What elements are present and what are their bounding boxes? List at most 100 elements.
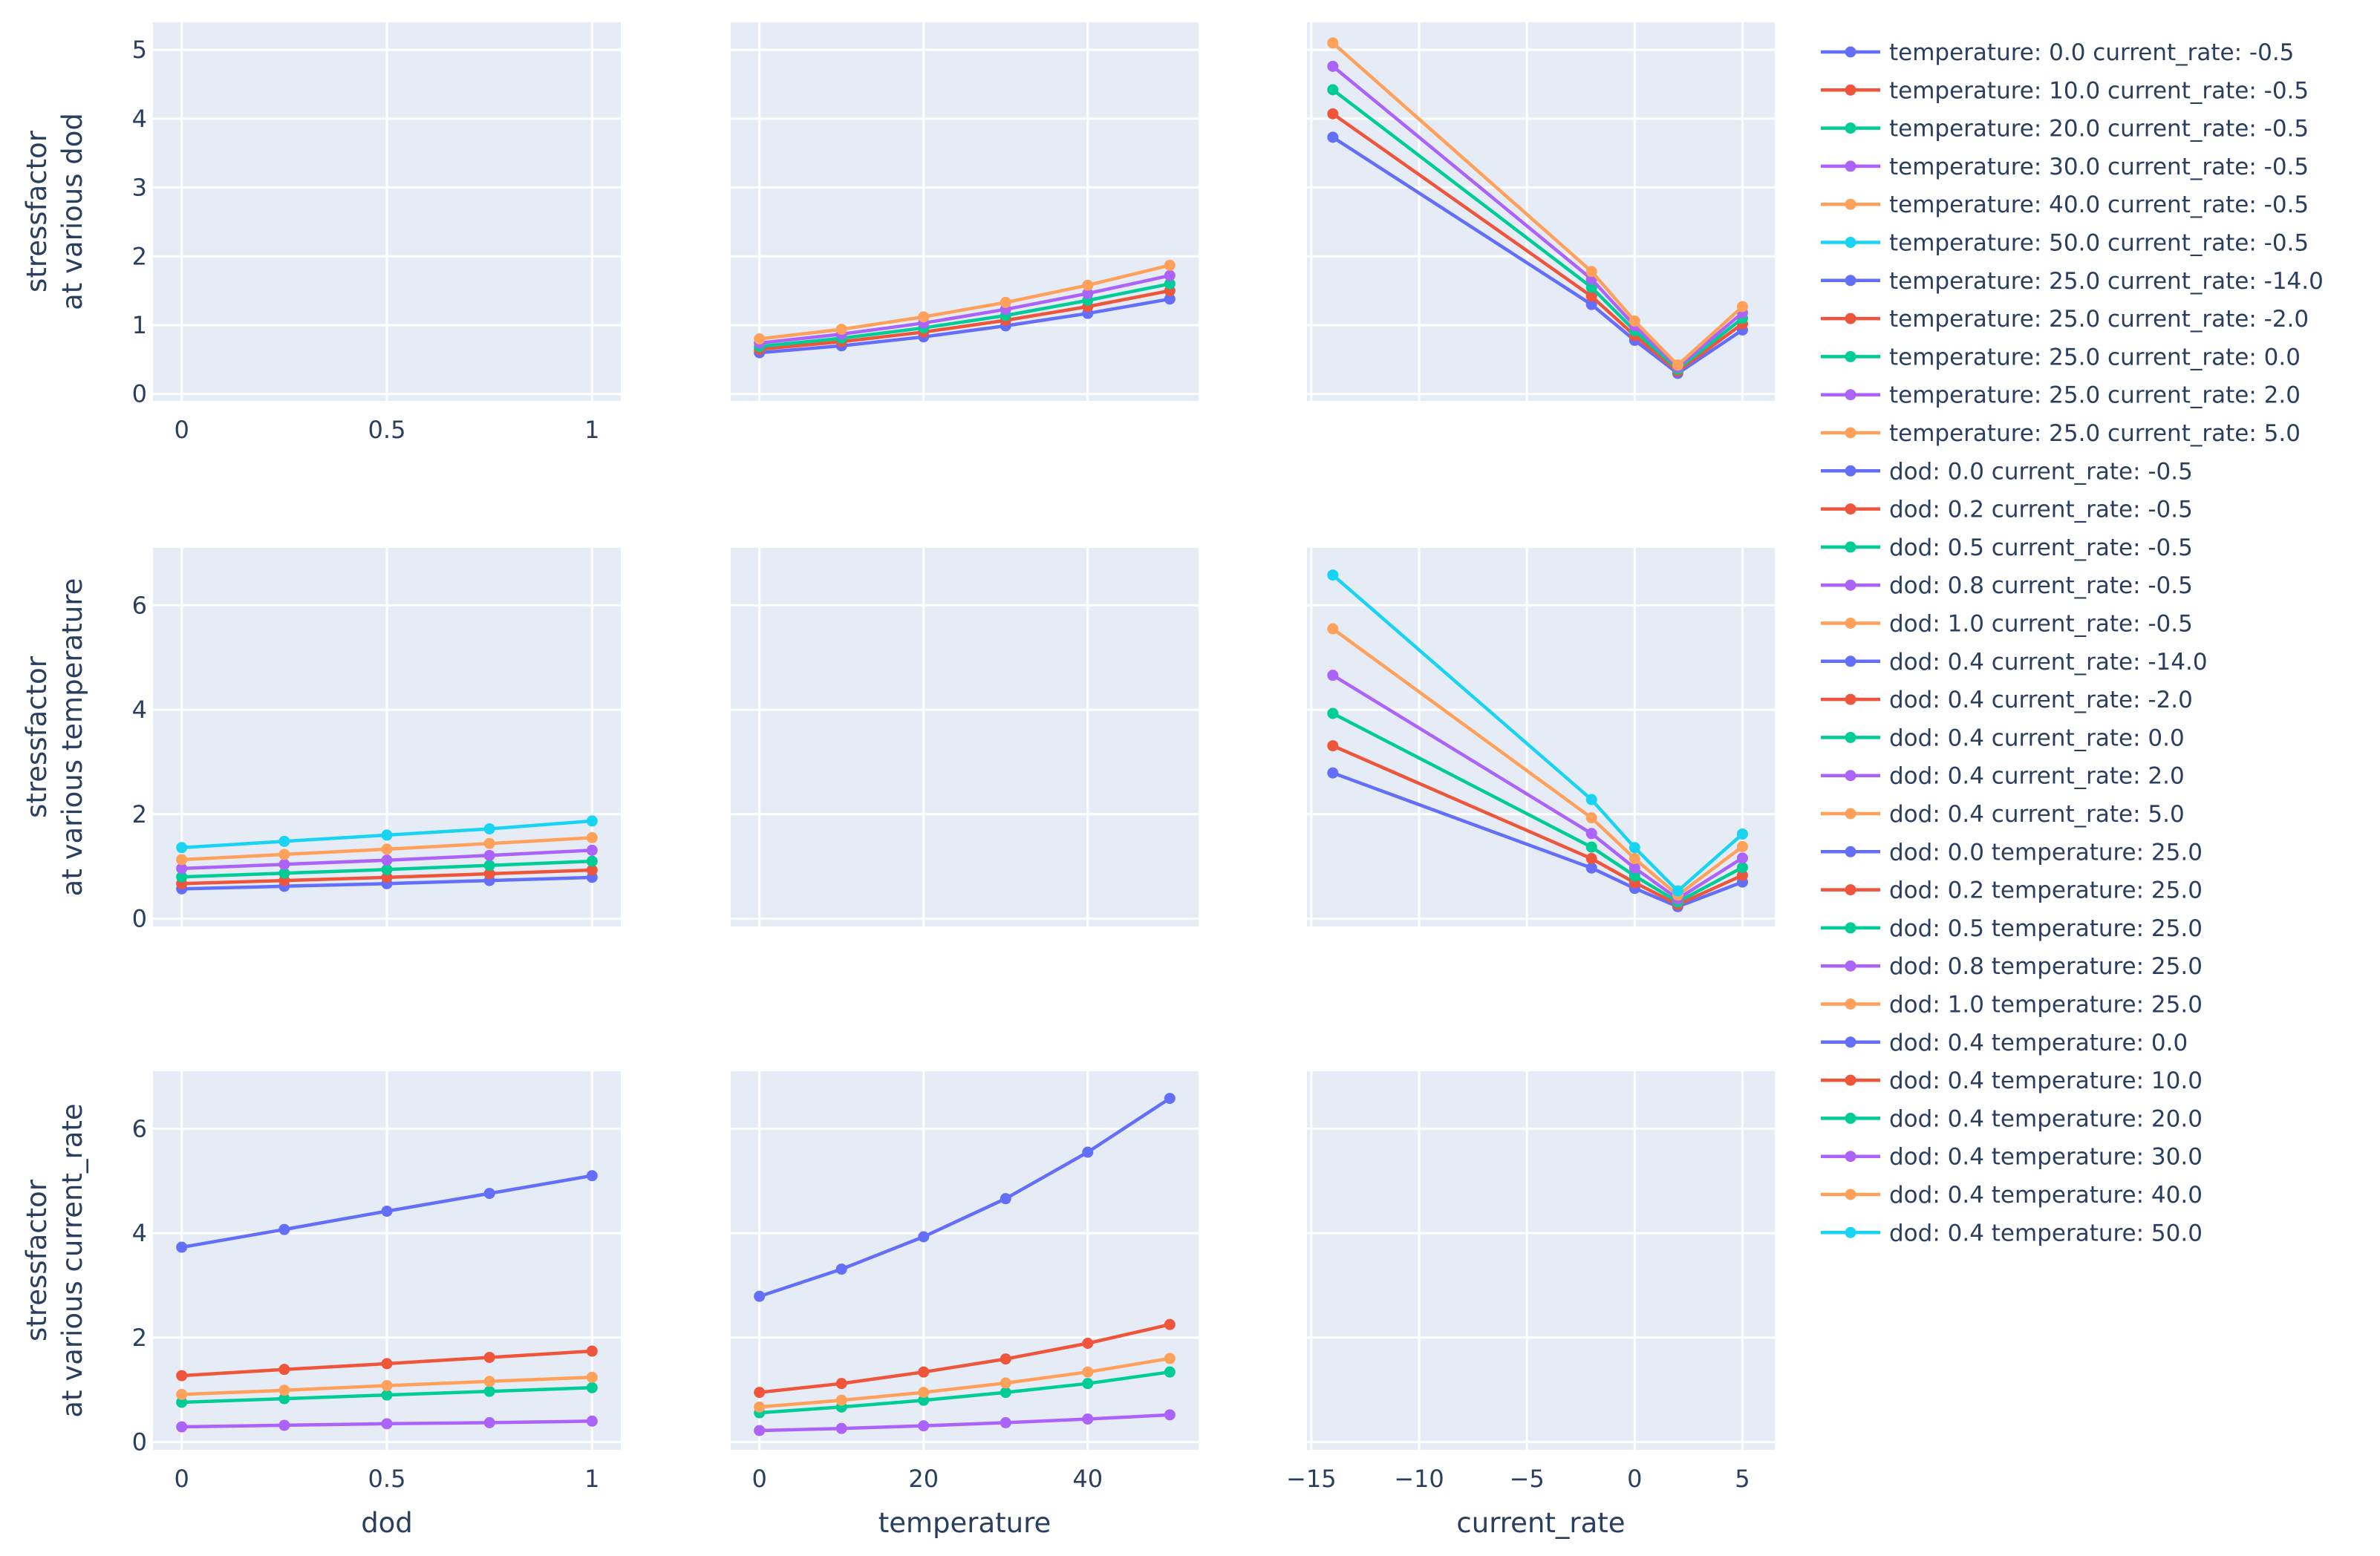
data-point[interactable]: [381, 843, 393, 855]
data-point[interactable]: [1585, 853, 1597, 865]
data-point[interactable]: [176, 842, 188, 854]
data-point[interactable]: [835, 1264, 847, 1275]
data-point[interactable]: [176, 863, 188, 875]
data-point[interactable]: [835, 1394, 847, 1406]
data-point[interactable]: [1327, 60, 1339, 72]
data-point[interactable]: [1585, 290, 1597, 302]
data-point[interactable]: [381, 1389, 393, 1401]
data-point[interactable]: [586, 1345, 598, 1357]
data-point[interactable]: [483, 1376, 495, 1387]
legend-item[interactable]: dod: 1.0 temperature: 25.0: [1821, 992, 2203, 1019]
data-point[interactable]: [1628, 315, 1640, 327]
plot-area-row2-col2[interactable]: [731, 548, 1199, 926]
subplot-row2-col1[interactable]: 0 2 4 6: [132, 548, 621, 932]
subplot-row1-col2[interactable]: [731, 22, 1199, 401]
data-point[interactable]: [1327, 623, 1339, 635]
data-point[interactable]: [586, 831, 598, 843]
legend-item[interactable]: dod: 0.8 current_rate: -0.5: [1821, 572, 2193, 599]
legend-item[interactable]: temperature: 0.0 current_rate: -0.5: [1821, 39, 2294, 66]
data-point[interactable]: [1164, 293, 1176, 305]
series-dod-0.4-temperature-50.0[interactable]: [1327, 569, 1748, 897]
series-dod-0.4-current-rate-2.0[interactable]: [754, 1409, 1176, 1436]
data-point[interactable]: [381, 829, 393, 841]
series-line[interactable]: [759, 1356, 1170, 1409]
data-point[interactable]: [176, 854, 188, 866]
data-point[interactable]: [1672, 359, 1683, 371]
series-dod-0.4-current-rate--14.0[interactable]: [754, 1093, 1176, 1302]
data-point[interactable]: [586, 1382, 598, 1393]
data-point[interactable]: [1585, 862, 1597, 874]
data-point[interactable]: [278, 1223, 290, 1235]
data-point[interactable]: [918, 311, 930, 323]
data-point[interactable]: [1327, 131, 1339, 143]
data-point[interactable]: [754, 1290, 766, 1302]
data-point[interactable]: [1327, 108, 1339, 120]
data-point[interactable]: [176, 1421, 188, 1433]
data-point[interactable]: [1164, 259, 1176, 271]
data-point[interactable]: [381, 863, 393, 875]
data-point[interactable]: [586, 844, 598, 856]
data-point[interactable]: [483, 868, 495, 880]
data-point[interactable]: [483, 1351, 495, 1363]
series-temperature-25.0-current-rate-0.0[interactable]: [176, 1382, 598, 1408]
data-point[interactable]: [835, 1378, 847, 1390]
subplot-row2-col3[interactable]: [1307, 548, 1775, 926]
data-point[interactable]: [754, 1425, 766, 1436]
data-point[interactable]: [1327, 767, 1339, 779]
legend-item[interactable]: dod: 0.2 temperature: 25.0: [1821, 877, 2203, 904]
legend-item[interactable]: temperature: 25.0 current_rate: -2.0: [1821, 306, 2309, 333]
data-point[interactable]: [381, 1206, 393, 1217]
data-point[interactable]: [1628, 862, 1640, 874]
data-point[interactable]: [176, 1388, 188, 1400]
subplot-row3-col1[interactable]: 0 0.5 1 0 2 4 6: [132, 1071, 621, 1493]
data-point[interactable]: [381, 1418, 393, 1430]
legend-item[interactable]: dod: 0.4 temperature: 30.0: [1821, 1144, 2203, 1171]
data-point[interactable]: [1164, 1353, 1176, 1364]
data-point[interactable]: [381, 854, 393, 866]
legend-item[interactable]: dod: 0.4 current_rate: -14.0: [1821, 649, 2208, 676]
data-point[interactable]: [176, 1396, 188, 1408]
data-point[interactable]: [1082, 1337, 1094, 1349]
data-point[interactable]: [918, 1420, 930, 1432]
data-point[interactable]: [1000, 1416, 1011, 1428]
data-point[interactable]: [1082, 279, 1094, 291]
data-point[interactable]: [1164, 1318, 1176, 1330]
subplot-row2-col2[interactable]: [731, 548, 1199, 926]
data-point[interactable]: [586, 1415, 598, 1427]
plot-area-row2-col3[interactable]: [1307, 548, 1775, 926]
data-point[interactable]: [1082, 1413, 1094, 1425]
plot-area-row3-col3[interactable]: [1307, 1071, 1775, 1450]
series-line[interactable]: [759, 264, 1170, 341]
legend-item[interactable]: dod: 0.4 temperature: 50.0: [1821, 1220, 2203, 1246]
series-line[interactable]: [759, 1413, 1170, 1433]
data-point[interactable]: [483, 1188, 495, 1200]
data-point[interactable]: [483, 823, 495, 834]
data-point[interactable]: [1736, 869, 1748, 881]
data-point[interactable]: [1585, 841, 1597, 853]
series-line[interactable]: [758, 1096, 1171, 1298]
data-point[interactable]: [1327, 670, 1339, 681]
series-temperature-25.0-current-rate--14.0[interactable]: [176, 1170, 598, 1253]
data-point[interactable]: [278, 835, 290, 847]
legend-item[interactable]: dod: 0.4 temperature: 20.0: [1821, 1105, 2203, 1132]
data-point[interactable]: [1082, 1378, 1094, 1390]
data-point[interactable]: [1736, 301, 1748, 313]
legend-item[interactable]: dod: 1.0 current_rate: -0.5: [1821, 611, 2193, 638]
series-line[interactable]: [759, 274, 1170, 345]
legend-item[interactable]: dod: 0.0 current_rate: -0.5: [1821, 458, 2193, 485]
legend-item[interactable]: dod: 0.5 temperature: 25.0: [1821, 915, 2203, 942]
legend-item[interactable]: dod: 0.4 current_rate: 2.0: [1821, 763, 2185, 790]
data-point[interactable]: [381, 1379, 393, 1391]
data-point[interactable]: [1327, 740, 1339, 752]
plot-area-row1-col3[interactable]: [1307, 22, 1775, 401]
data-point[interactable]: [1000, 1193, 1011, 1205]
series-temperature-25.0-current-rate-5.0[interactable]: [176, 1371, 598, 1400]
data-point[interactable]: [1585, 794, 1597, 805]
legend-item[interactable]: dod: 0.4 temperature: 40.0: [1821, 1182, 2203, 1209]
series-temperature-25.0-current-rate-2.0[interactable]: [176, 1415, 598, 1433]
data-point[interactable]: [1000, 1387, 1011, 1399]
series-temperature-10.0-current-rate--0.5[interactable]: [176, 864, 598, 889]
data-point[interactable]: [586, 855, 598, 867]
series-dod-0.4-current-rate-5.0[interactable]: [754, 1353, 1176, 1413]
data-point[interactable]: [1164, 269, 1176, 281]
